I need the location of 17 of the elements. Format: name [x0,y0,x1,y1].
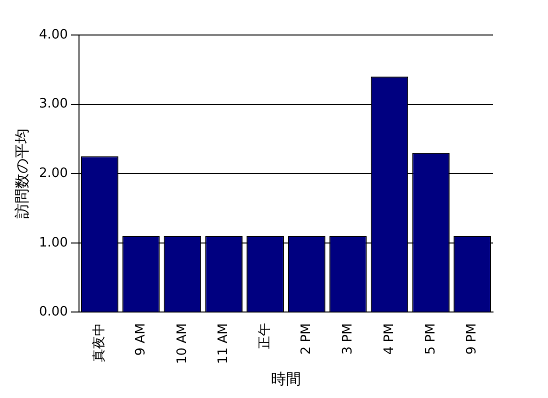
x-tick-label: 正午 [258,323,273,350]
x-tick-label: 2 PM [299,323,314,355]
y-tick-label: 0.00 [38,304,68,320]
x-tick-label: 3 PM [340,323,356,355]
x-tick-label: 9 AM [133,323,148,356]
y-axis-title: 訪問数の平均 [12,128,31,219]
x-tick-label: 5 PM [423,323,438,355]
y-tick-label: 4.00 [38,27,68,42]
x-axis-title: 時間 [270,370,301,388]
x-tick-label: 4 PM [382,323,397,355]
x-tick-label: 11 AM [216,323,232,364]
y-tick-label: 2.00 [38,166,68,181]
x-tick-label: 真夜中 [91,323,108,362]
x-tick-label: 9 PM [464,323,480,355]
y-tick-label: 3.00 [38,96,68,112]
y-tick-label: 1.00 [38,235,68,250]
x-tick-label: 10 AM [174,323,190,364]
